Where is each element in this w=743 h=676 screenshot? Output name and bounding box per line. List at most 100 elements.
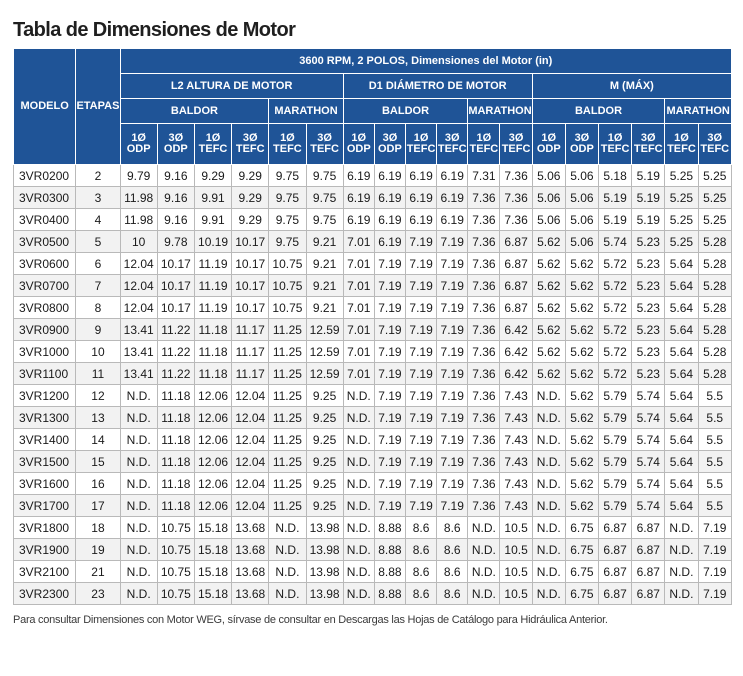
cell-value: 11.22	[156, 340, 195, 363]
table-row: 3VR0700 7 12.04 10.17 11.19 10.17 10.75 9.21 7.0…	[12, 274, 733, 297]
cell-value: 13.41	[119, 362, 158, 385]
cell-value: 5.06	[564, 186, 600, 209]
cell-value: 13.98	[305, 538, 344, 561]
cell-value: 7.19	[373, 318, 407, 341]
cell-value: 6.87	[597, 538, 633, 561]
cell-value: 7.19	[404, 406, 438, 429]
header-etapas: ETAPAS	[75, 48, 121, 165]
cell-value: 10.75	[156, 582, 195, 605]
cell-value: 11.25	[268, 362, 307, 385]
cell-value: 11.18	[193, 318, 233, 341]
cell-value: 7.01	[342, 318, 375, 341]
subcol-phase: 3Ø	[640, 132, 656, 144]
cell-value: 10.75	[156, 516, 195, 539]
cell-value: 11.25	[268, 384, 307, 407]
cell-value: 9.75	[268, 164, 307, 187]
cell-value: 6.87	[597, 516, 633, 539]
cell-value: 6.87	[597, 560, 633, 583]
table-row: 3VR1100 11 13.41 11.22 11.18 11.17 11.25 12.59 7…	[12, 362, 733, 385]
cell-value: 5.62	[564, 274, 600, 297]
subcol-phase: 1Ø	[476, 132, 492, 144]
table-row: 3VR1200 12 N.D. 11.18 12.06 12.04 11.25 9.25 N.D…	[12, 384, 733, 407]
cell-value: 5.74	[597, 230, 633, 253]
header-subcol: 1Ø TEFC	[193, 123, 233, 165]
cell-value: 5.28	[697, 274, 733, 297]
subcol-enclosure: ODP	[126, 143, 151, 155]
cell-value: 7.19	[436, 428, 469, 451]
cell-value: 12.06	[193, 384, 233, 407]
cell-value: 5.74	[631, 406, 666, 429]
cell-value: 9.75	[305, 208, 344, 231]
header-subcolumns: 1Ø ODP 3Ø ODP 1Ø TEFC 3Ø TEFC 1Ø TEFC 3Ø TEFC 1Ø ODP 3…	[14, 123, 733, 165]
cell-value: 5.64	[664, 296, 699, 319]
table-row: 3VR1900 19 N.D. 10.75 15.18 13.68 N.D. 13.98 N.D…	[12, 538, 733, 561]
cell-value: 5.62	[531, 340, 566, 363]
cell-value: 8.6	[436, 582, 469, 605]
cell-model: 3VR1000	[12, 340, 77, 363]
cell-value: 9.79	[119, 164, 158, 187]
cell-value: 7.36	[467, 406, 501, 429]
header-subcol: 1Ø ODP	[531, 123, 566, 165]
cell-value: 7.19	[373, 274, 407, 297]
cell-stages: 6	[75, 252, 121, 275]
cell-value: 11.18	[193, 340, 233, 363]
cell-value: 7.36	[467, 450, 501, 473]
cell-value: 7.19	[373, 494, 407, 517]
cell-value: 5.72	[597, 274, 633, 297]
subcol-enclosure: TEFC	[501, 143, 531, 155]
subcol-enclosure: ODP	[378, 143, 402, 155]
cell-value: 5.06	[531, 164, 566, 187]
subcol-enclosure: TEFC	[469, 143, 499, 155]
table-row: 3VR0800 8 12.04 10.17 11.19 10.17 10.75 9.21 7.0…	[12, 296, 733, 319]
cell-stages: 4	[75, 208, 121, 231]
cell-value: 7.19	[436, 472, 469, 495]
cell-model: 3VR0900	[12, 318, 77, 341]
table-row: 3VR0300 3 11.98 9.16 9.91 9.29 9.75 9.75 6.19 6.1…	[12, 186, 733, 209]
cell-value: 12.04	[231, 406, 270, 429]
subcol-enclosure: TEFC	[633, 143, 663, 155]
cell-value: 15.18	[193, 560, 233, 583]
cell-value: 7.19	[404, 274, 438, 297]
header-subcol: 3Ø TEFC	[231, 123, 270, 165]
cell-stages: 10	[75, 340, 121, 363]
cell-value: 15.18	[193, 582, 233, 605]
cell-value: 7.01	[342, 340, 375, 363]
cell-value: 11.17	[231, 362, 270, 385]
cell-value: 11.17	[231, 318, 270, 341]
cell-value: 11.19	[193, 274, 233, 297]
cell-value: 7.36	[499, 164, 533, 187]
subcol-enclosure: TEFC	[700, 143, 730, 155]
cell-value: 10.17	[156, 274, 195, 297]
header-subcol: 1Ø TEFC	[597, 123, 633, 165]
header-main: 3600 RPM, 2 POLOS, Dimensiones del Motor…	[119, 48, 733, 74]
cell-value: 13.68	[231, 538, 270, 561]
cell-value: 10.5	[499, 582, 533, 605]
cell-model: 3VR1700	[12, 494, 77, 517]
cell-value: 6.42	[499, 362, 533, 385]
cell-value: 6.19	[342, 208, 375, 231]
cell-value: 12.04	[231, 384, 270, 407]
cell-value: 7.19	[373, 406, 407, 429]
cell-value: N.D.	[531, 450, 566, 473]
cell-value: 9.25	[305, 428, 344, 451]
cell-value: 9.29	[231, 208, 270, 231]
cell-value: 7.19	[697, 560, 733, 583]
cell-value: 6.87	[631, 538, 666, 561]
cell-value: 5.79	[597, 428, 633, 451]
cell-value: 7.19	[436, 450, 469, 473]
cell-value: 9.25	[305, 494, 344, 517]
cell-value: 7.36	[467, 494, 501, 517]
cell-value: 11.19	[193, 296, 233, 319]
cell-value: 9.16	[156, 164, 195, 187]
page-title: Tabla de Dimensiones de Motor	[13, 19, 296, 41]
cell-value: N.D.	[467, 560, 501, 583]
cell-model: 3VR0500	[12, 230, 77, 253]
cell-value: N.D.	[531, 472, 566, 495]
cell-value: 5.79	[597, 450, 633, 473]
cell-value: 9.91	[193, 186, 233, 209]
cell-value: 7.19	[373, 450, 407, 473]
cell-value: 9.21	[305, 230, 344, 253]
cell-model: 3VR1500	[12, 450, 77, 473]
cell-value: 5.18	[597, 164, 633, 187]
cell-value: 6.75	[564, 582, 600, 605]
